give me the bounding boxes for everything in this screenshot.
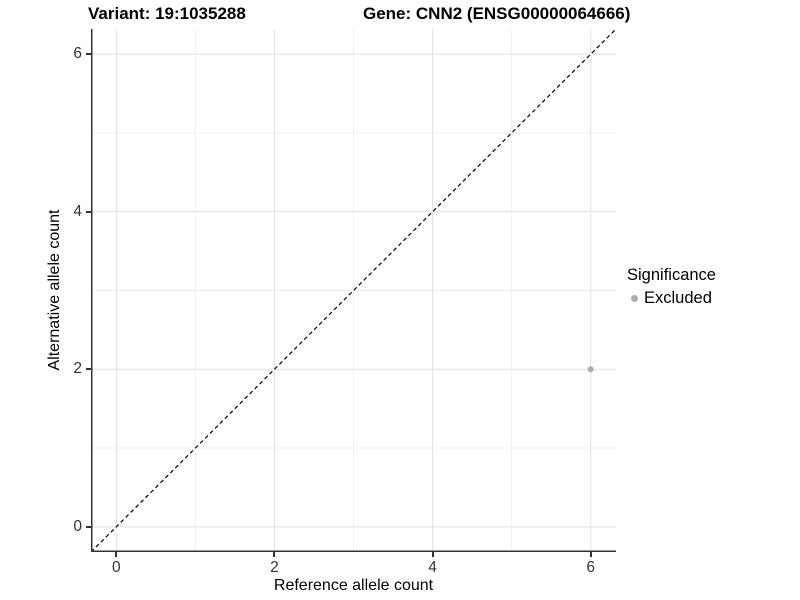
- gene-title: Gene: CNN2 (ENSG00000064666): [363, 4, 631, 23]
- legend-title: Significance: [627, 266, 716, 284]
- y-tick-mark: [86, 368, 91, 371]
- x-tick-mark: [589, 552, 592, 557]
- y-axis-title: Alternative allele count: [46, 209, 63, 371]
- x-tick-label: 2: [270, 559, 279, 576]
- variant-title: Variant: 19:1035288: [88, 4, 246, 23]
- legend-item: Excluded: [627, 289, 716, 308]
- y-tick-mark: [86, 525, 91, 528]
- legend-items: Excluded: [627, 289, 716, 308]
- x-tick-label: 4: [428, 559, 437, 576]
- y-tick-label: 6: [73, 45, 82, 63]
- x-tick-mark: [115, 552, 118, 557]
- data-point: [587, 366, 594, 373]
- legend-item-label: Excluded: [644, 289, 712, 307]
- legend: Significance Excluded: [627, 266, 716, 308]
- y-tick-label: 0: [73, 517, 82, 535]
- y-tick-label: 4: [73, 202, 82, 220]
- plot-canvas: [90, 28, 617, 553]
- y-tick-mark: [86, 210, 91, 213]
- x-tick-mark: [431, 552, 434, 557]
- x-tick-label: 6: [586, 559, 595, 576]
- y-tick-mark: [86, 53, 91, 56]
- x-tick-label: 0: [111, 559, 121, 576]
- plot-panel: [90, 28, 617, 553]
- legend-key-dot: [631, 295, 638, 302]
- x-axis-title: Reference allele count: [273, 577, 434, 594]
- x-tick-mark: [273, 552, 276, 557]
- y-tick-label: 2: [73, 360, 82, 378]
- identity-dashed-line: [90, 28, 617, 553]
